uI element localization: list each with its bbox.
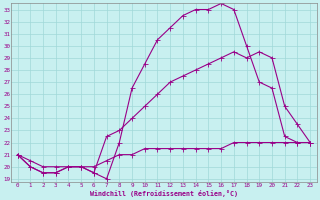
X-axis label: Windchill (Refroidissement éolien,°C): Windchill (Refroidissement éolien,°C) xyxy=(90,190,238,197)
